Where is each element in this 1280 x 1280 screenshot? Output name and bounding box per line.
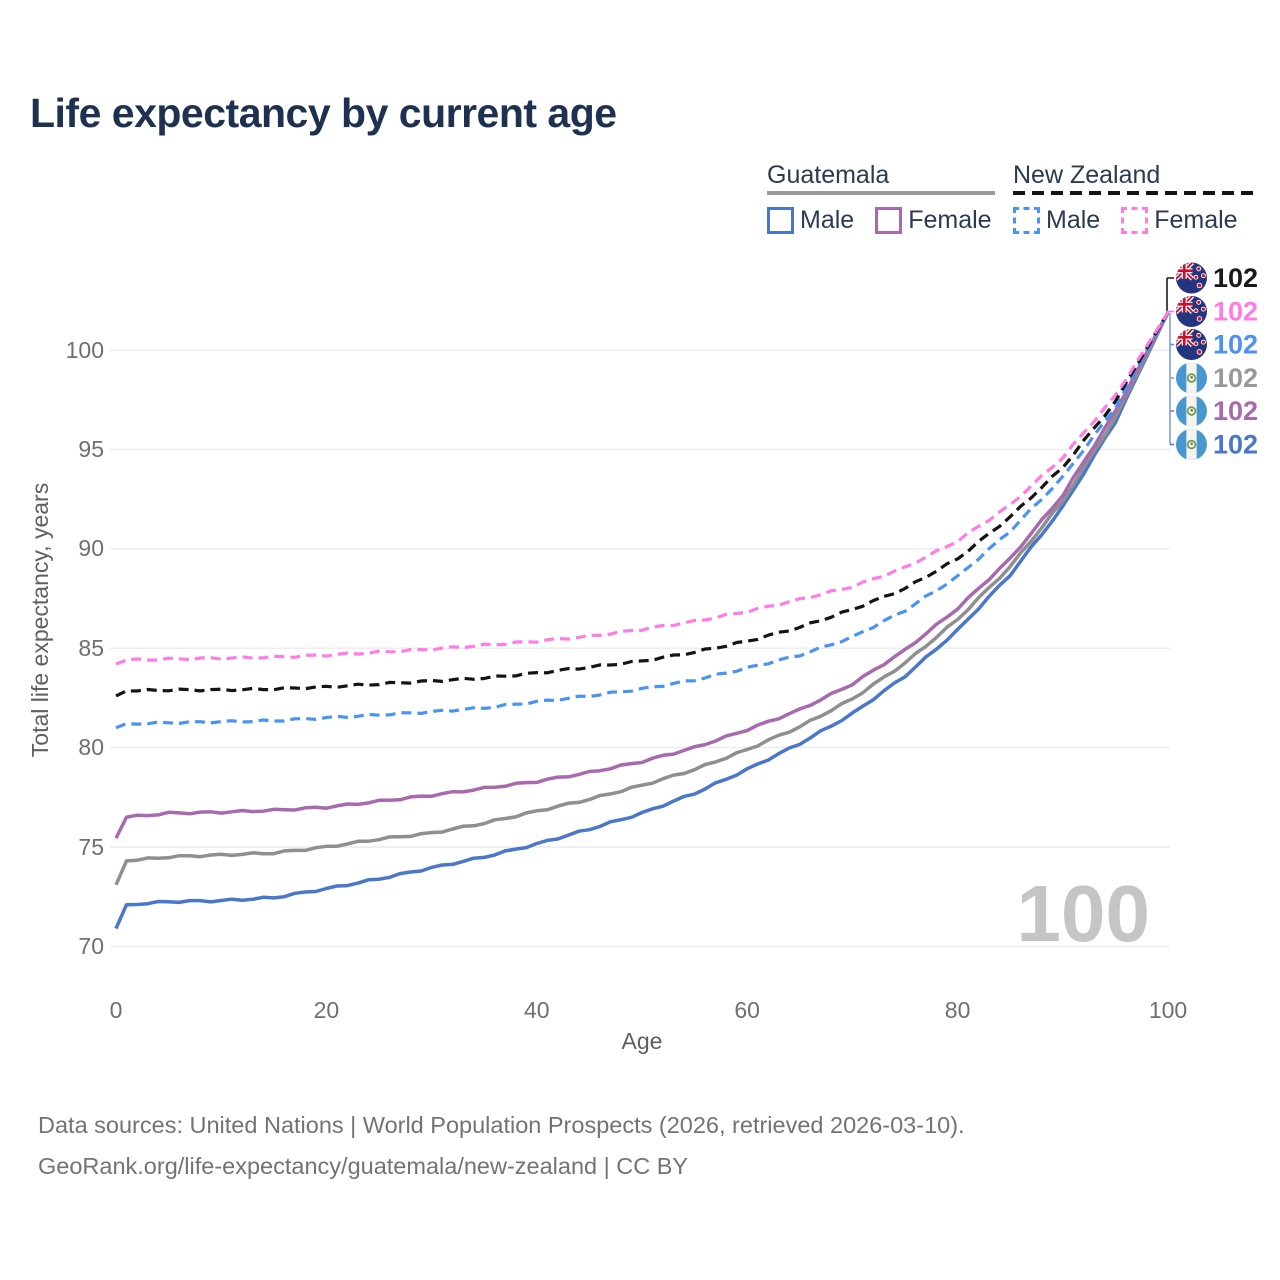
- end-value: 102: [1213, 396, 1258, 426]
- curve-new-zealand-female: [115, 311, 1170, 666]
- legend-group-new-zealand: New Zealand Male Female: [1013, 162, 1253, 235]
- new-zealand-male-swatch-icon: [1013, 207, 1040, 234]
- x-tick: 60: [734, 997, 760, 1023]
- new-zealand-flag-icon: [1175, 295, 1207, 327]
- new-zealand-flag-icon: [1175, 328, 1207, 360]
- legend-label: Male: [800, 206, 855, 234]
- legend-item-new-zealand-male[interactable]: Male: [1013, 206, 1100, 235]
- y-tick: 80: [78, 734, 104, 760]
- guatemala-flag-icon: [1176, 396, 1207, 427]
- legend-rule-new-zealand-dashed: [1013, 191, 1253, 195]
- footer-attribution: GeoRank.org/life-expectancy/guatemala/ne…: [38, 1153, 689, 1179]
- x-tick: 40: [524, 997, 550, 1023]
- legend-item-guatemala-male[interactable]: Male: [767, 206, 854, 235]
- legend-header-new-zealand[interactable]: New Zealand: [1013, 161, 1161, 189]
- end-value: 102: [1213, 363, 1258, 393]
- end-value: 102: [1213, 263, 1258, 293]
- curve-guatemala-all: [114, 311, 1170, 886]
- legend-item-new-zealand-female[interactable]: Female: [1121, 206, 1238, 235]
- curve-new-zealand-male: [115, 311, 1170, 730]
- data-curves: [114, 311, 1170, 930]
- legend-row-guatemala: Male Female: [767, 206, 995, 235]
- end-value-labels: 102 102 102 102 102 102: [1175, 262, 1258, 460]
- legend-item-guatemala-female[interactable]: Female: [875, 206, 992, 235]
- footer-data-sources: Data sources: United Nations | World Pop…: [38, 1112, 965, 1138]
- footer: Data sources: United Nations | World Pop…: [38, 1105, 965, 1187]
- guatemala-female-swatch-icon: [875, 207, 903, 234]
- x-tick: 20: [314, 997, 340, 1023]
- x-tick: 100: [1149, 997, 1187, 1023]
- leader-line: [1166, 277, 1174, 311]
- y-tick: 95: [78, 436, 104, 462]
- age-indicator-watermark: 100: [1017, 869, 1150, 958]
- legend-group-guatemala: Guatemala Male Female: [767, 162, 995, 235]
- y-tick: 100: [66, 337, 104, 363]
- x-axis-title: Age: [622, 1028, 663, 1054]
- curve-new-zealand-all: [115, 311, 1170, 698]
- guatemala-flag-icon: [1176, 429, 1207, 460]
- legend-row-new-zealand: Male Female: [1013, 206, 1253, 235]
- guatemala-flag-icon: [1176, 363, 1207, 394]
- y-tick: 75: [78, 834, 104, 860]
- curve-guatemala-male: [114, 311, 1170, 930]
- x-axis-ticks: 0 20 40 60 80 100: [110, 997, 1188, 1023]
- page-title: Life expectancy by current age: [30, 90, 617, 136]
- y-axis-title: Total life expectancy, years: [27, 483, 53, 757]
- legend-header-guatemala[interactable]: Guatemala: [767, 161, 890, 189]
- legend-label: Female: [1154, 206, 1238, 234]
- y-tick: 70: [78, 933, 104, 959]
- y-tick: 85: [78, 635, 104, 661]
- new-zealand-flag-icon: [1175, 262, 1207, 294]
- curve-guatemala-female: [114, 311, 1170, 839]
- legend-rule-guatemala-solid: [767, 191, 995, 195]
- new-zealand-female-swatch-icon: [1121, 207, 1149, 234]
- end-label-leader-lines: [1166, 277, 1174, 446]
- gridlines: [110, 349, 1170, 948]
- end-value: 102: [1213, 297, 1258, 327]
- legend-label: Male: [1046, 206, 1101, 234]
- y-tick: 90: [78, 535, 104, 561]
- x-tick: 80: [945, 997, 971, 1023]
- x-tick: 0: [110, 997, 123, 1023]
- guatemala-male-swatch-icon: [767, 207, 794, 234]
- end-value: 102: [1213, 330, 1258, 360]
- legend-label: Female: [908, 206, 992, 234]
- end-value: 102: [1213, 430, 1258, 460]
- y-axis-ticks: 70 75 80 85 90 95 100: [66, 337, 104, 959]
